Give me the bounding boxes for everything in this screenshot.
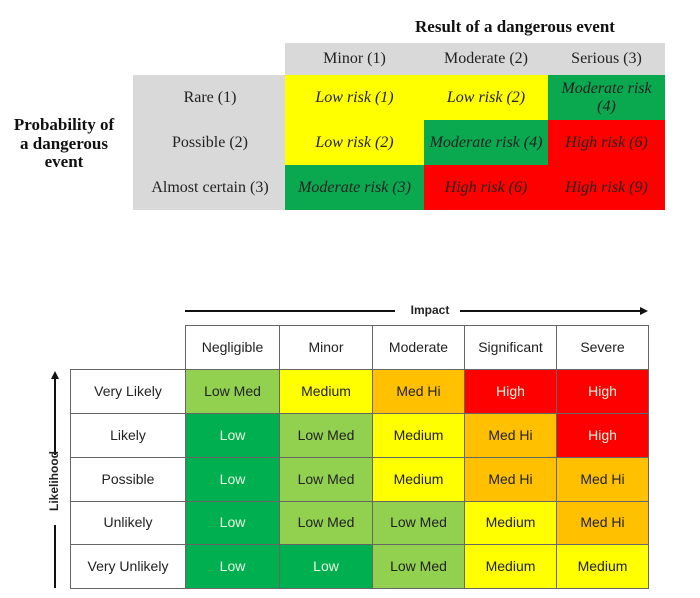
top-column-header: Minor (1) [323, 50, 386, 68]
likelihood-arrow-icon [51, 371, 59, 588]
bottom-risk-cell: Low [185, 413, 280, 458]
bottom-risk-cell: Low Med [279, 501, 373, 545]
bottom-risk-cell: Medium [372, 457, 465, 502]
top-header-bg [285, 43, 665, 75]
bottom-risk-cell: Low [185, 457, 280, 502]
bottom-risk-cell: High [556, 413, 649, 458]
bottom-risk-cell: High [556, 369, 649, 414]
likelihood-axis-label: Likelihood [47, 451, 62, 511]
bottom-column-header: Negligible [185, 325, 280, 370]
bottom-row-header: Possible [70, 457, 186, 502]
bottom-row-header: Likely [70, 413, 186, 458]
top-row-header: Almost certain (3) [151, 178, 269, 196]
bottom-risk-cell: Medium [372, 413, 465, 458]
bottom-row-header: Very Unlikely [70, 544, 186, 589]
top-column-header: Moderate (2) [444, 50, 528, 68]
top-risk-cell: Moderate risk (4) [548, 75, 665, 120]
bottom-risk-cell: Med Hi [464, 457, 557, 502]
top-risk-cell: Moderate risk (4) [424, 120, 548, 165]
bottom-risk-cell: Low [279, 544, 373, 589]
top-column-title: Result of a dangerous event [415, 16, 615, 36]
bottom-column-header: Minor [279, 325, 373, 370]
bottom-column-header: Severe [556, 325, 649, 370]
bottom-column-header: Moderate [372, 325, 465, 370]
top-risk-cell: Low risk (1) [285, 75, 424, 120]
top-risk-cell: Moderate risk (3) [285, 165, 424, 210]
top-risk-cell: Low risk (2) [285, 120, 424, 165]
top-row-header: Possible (2) [172, 133, 248, 151]
bottom-risk-cell: Low [185, 501, 280, 545]
bottom-risk-cell: Low Med [279, 457, 373, 502]
top-column-header: Serious (3) [571, 50, 642, 68]
bottom-risk-cell: Med Hi [556, 501, 649, 545]
bottom-risk-cell: Low [185, 544, 280, 589]
top-risk-cell: Low risk (2) [424, 75, 548, 120]
bottom-risk-cell: Medium [279, 369, 373, 414]
bottom-risk-cell: High [464, 369, 557, 414]
bottom-row-header: Very Likely [70, 369, 186, 414]
bottom-row-header: Unlikely [70, 501, 186, 545]
bottom-risk-cell: Medium [556, 544, 649, 589]
bottom-risk-cell: Low Med [279, 413, 373, 458]
bottom-column-header: Significant [464, 325, 557, 370]
bottom-risk-cell: Medium [464, 501, 557, 545]
impact-arrow-icon [185, 307, 648, 315]
bottom-risk-cell: Medium [464, 544, 557, 589]
impact-axis-label: Impact [410, 303, 450, 318]
bottom-risk-cell: Med Hi [556, 457, 649, 502]
top-row-header: Rare (1) [183, 88, 237, 106]
top-risk-cell: High risk (9) [548, 165, 665, 210]
top-risk-cell: High risk (6) [424, 165, 548, 210]
top-risk-cell: High risk (6) [548, 120, 665, 165]
bottom-risk-cell: Low Med [372, 544, 465, 589]
bottom-risk-cell: Low Med [372, 501, 465, 545]
bottom-risk-cell: Med Hi [372, 369, 465, 414]
top-row-label-bg [133, 75, 285, 210]
bottom-risk-cell: Low Med [185, 369, 280, 414]
bottom-risk-cell: Med Hi [464, 413, 557, 458]
top-row-title: Probability of a dangerous event [13, 114, 115, 172]
